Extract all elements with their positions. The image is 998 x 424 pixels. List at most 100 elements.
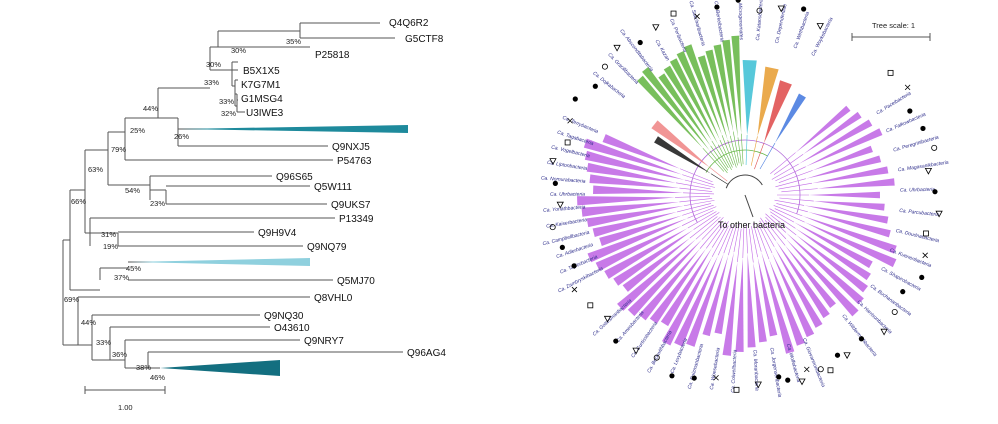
clade-label: Ca. Parcubacteria <box>899 208 940 218</box>
clade-branch <box>681 210 714 226</box>
clade-branch <box>677 203 712 213</box>
clade-branch <box>740 133 744 165</box>
clade-wedge <box>658 73 711 146</box>
circular-tree-markers <box>549 0 943 393</box>
filled-circle-marker <box>714 4 720 10</box>
clade-wedge <box>577 196 676 206</box>
outgroup-label: To other bacteria <box>718 220 785 230</box>
clade-branch <box>733 223 740 252</box>
clade-wedge <box>697 55 728 141</box>
leaf-label: Q9H9V4 <box>258 228 297 239</box>
clade-branch <box>705 221 726 249</box>
clade-branch <box>748 228 754 263</box>
triangle-marker <box>652 24 660 32</box>
clade-wedge <box>676 51 720 140</box>
triangle-marker <box>549 158 557 165</box>
clade-label: Ca. Shapirobacteria <box>880 266 922 293</box>
square-marker <box>923 230 929 237</box>
clade-wedge <box>774 246 823 328</box>
clade-branch <box>765 216 787 240</box>
clade-wedge <box>613 229 694 286</box>
leaf-label: B5X1X5 <box>243 66 280 77</box>
collapsed-clade-wedge <box>180 125 408 133</box>
square-marker <box>733 386 740 393</box>
clade-wedge <box>817 178 895 189</box>
collapsed-clade-wedge <box>160 360 280 376</box>
clade-label: Ca. Uhrbacteria <box>550 192 585 198</box>
collapsed-clade-wedge <box>130 258 310 266</box>
clade-branch <box>773 154 804 175</box>
triangle-marker <box>613 44 621 52</box>
clade-branch <box>779 197 814 202</box>
support-value: 19% <box>103 242 118 251</box>
clade-wedge <box>785 238 859 317</box>
cross-marker <box>694 13 700 20</box>
filled-circle-marker <box>572 96 578 102</box>
support-value: 35% <box>286 37 301 46</box>
clade-wedge <box>761 251 795 354</box>
clade-label: Ca. Peregrinibacteria <box>893 135 940 154</box>
clade-branch <box>710 145 729 171</box>
leaf-label: O43610 <box>274 323 310 334</box>
clade-branch <box>717 225 732 256</box>
clade-branch <box>709 150 728 174</box>
triangle-marker <box>843 352 851 360</box>
filled-circle-marker <box>571 263 577 269</box>
clade-branch <box>765 213 787 233</box>
parcubacteria-arc <box>689 139 801 223</box>
clade-branch <box>702 147 725 172</box>
support-value: 33% <box>204 78 219 87</box>
clade-wedge <box>795 105 851 153</box>
clade-label: Ca. Nomurabacteria <box>541 175 586 184</box>
clade-branch <box>758 223 773 254</box>
support-value: 31% <box>101 230 116 239</box>
clade-wedge <box>638 248 701 321</box>
clade-branch <box>683 192 715 195</box>
leaf-label: P13349 <box>339 214 374 225</box>
clade-branch <box>751 226 758 258</box>
cross-marker <box>922 252 928 259</box>
scale-bar-label: 1.00 <box>118 403 133 412</box>
clade-label: Ca. Jorgensenbacteria <box>768 347 782 398</box>
clade-branch <box>682 174 714 186</box>
clade-wedge-peregrinibacteria <box>775 93 806 144</box>
clade-branch <box>764 220 786 246</box>
triangle-marker <box>556 201 564 209</box>
support-value: 66% <box>71 197 86 206</box>
square-marker <box>887 69 894 76</box>
clade-branch <box>774 199 805 206</box>
triangle-marker <box>798 378 806 386</box>
open-circle-marker <box>931 144 938 151</box>
microgenomates-arc <box>705 149 768 173</box>
clade-branch <box>727 140 737 168</box>
filled-circle-marker <box>932 189 938 195</box>
square-marker <box>670 10 677 17</box>
clade-label: Ca. Moranbacteria <box>751 350 759 392</box>
clade-branch <box>775 178 806 188</box>
clade-branch <box>709 167 728 182</box>
open-circle-marker <box>653 354 660 361</box>
clade-wedge <box>684 44 723 136</box>
clade-label: Ca. Gracilibacteria <box>606 52 639 86</box>
clade-label: Ca. Kuenenbacteria <box>889 247 933 269</box>
clade-wedge <box>599 215 683 246</box>
clade-wedge <box>584 150 685 181</box>
filled-circle-marker <box>907 108 913 114</box>
clade-wedge <box>617 239 696 311</box>
leaf-label: U3IWE3 <box>246 108 284 119</box>
clade-branch <box>770 211 796 229</box>
leaf-label: G5CTF8 <box>405 34 444 45</box>
clade-wedge <box>660 247 713 327</box>
clade-label: Ca. Uhrbacteria <box>900 187 935 194</box>
tree-scale-label: Tree scale: 1 <box>872 21 915 30</box>
support-value: 32% <box>221 109 236 118</box>
leaf-label: Q4Q6R2 <box>389 18 429 29</box>
clade-label: Ca. Giovannonibacteria <box>801 337 826 388</box>
clade-branch <box>728 225 737 256</box>
clade-branch <box>723 224 735 254</box>
leaf-label: Q5W111 <box>314 182 352 193</box>
clade-wedge-dojkabacteria <box>651 120 710 168</box>
filled-circle-marker <box>919 274 925 281</box>
clade-wedge <box>663 65 712 141</box>
filled-circle-marker <box>637 39 643 46</box>
